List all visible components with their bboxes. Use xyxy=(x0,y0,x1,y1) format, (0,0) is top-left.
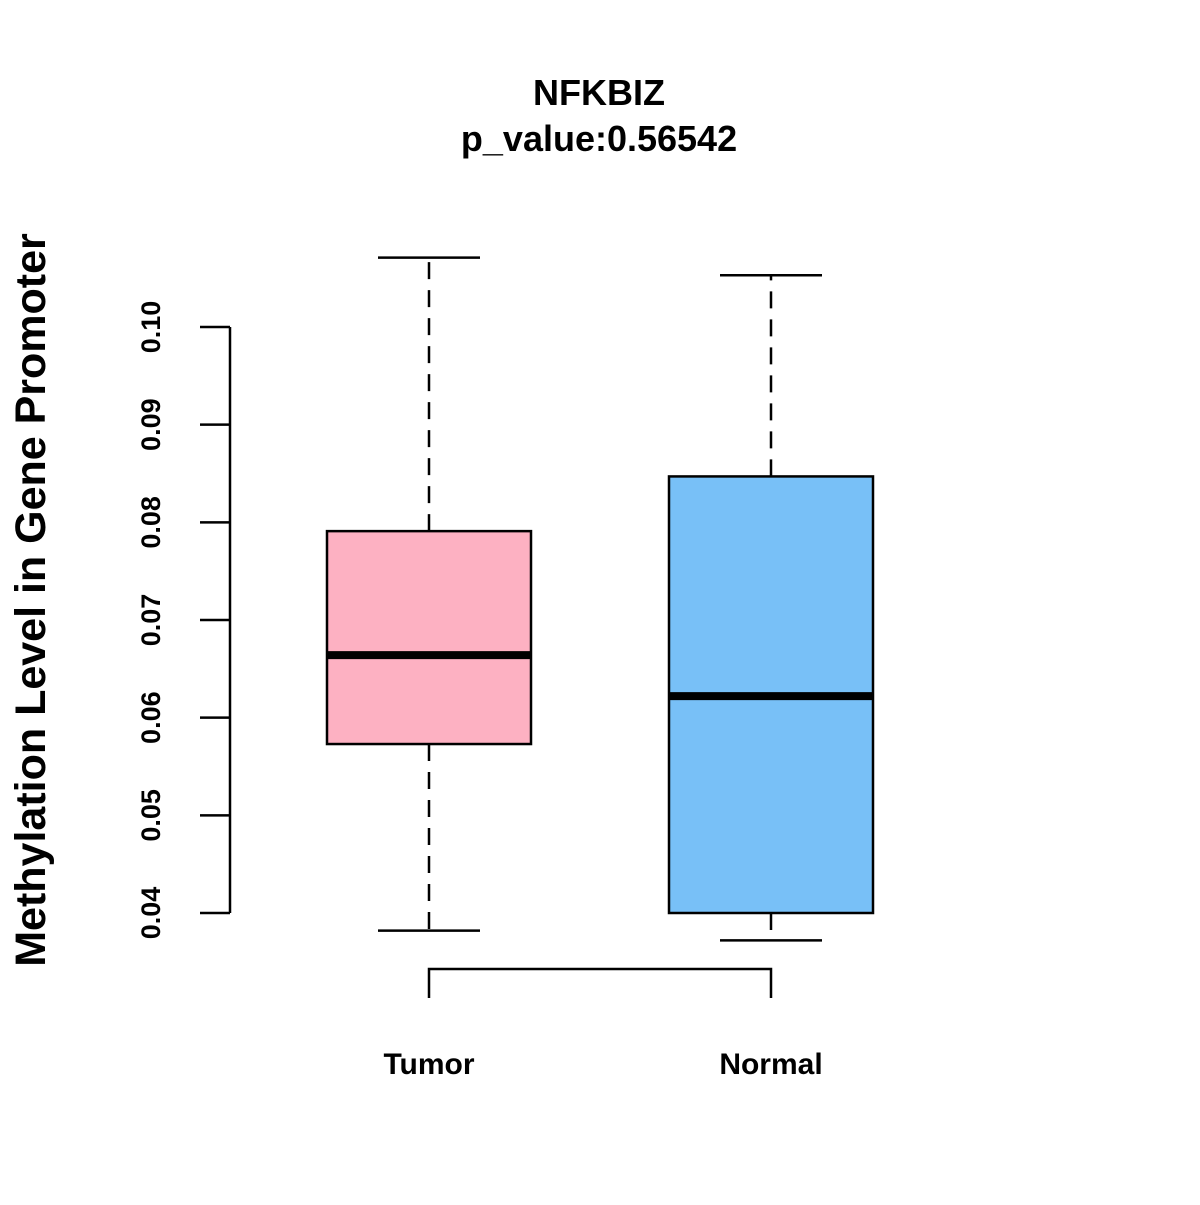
y-tick-label: 0.06 xyxy=(136,691,166,744)
x-tick-label-normal: Normal xyxy=(719,1048,822,1081)
x-axis-labels: Tumor Normal xyxy=(383,1048,822,1081)
y-tick-label: 0.08 xyxy=(136,496,166,549)
comparison-bracket xyxy=(427,967,773,998)
y-tick-label: 0.05 xyxy=(136,789,166,842)
y-axis-label: Methylation Level in Gene Promoter xyxy=(7,233,55,967)
box-group xyxy=(325,256,875,942)
y-tick-label: 0.07 xyxy=(136,594,166,647)
chart-subtitle: p_value:0.56542 xyxy=(461,118,737,159)
y-tick-label: 0.09 xyxy=(136,398,166,451)
box-tumor xyxy=(325,529,533,746)
bracket-line xyxy=(427,967,773,998)
y-tick-label: 0.10 xyxy=(136,301,166,354)
y-tick-label: 0.04 xyxy=(136,887,166,940)
chart-title: NFKBIZ xyxy=(533,72,665,113)
x-tick-label-tumor: Tumor xyxy=(383,1048,474,1081)
y-axis: 0.04 0.05 0.06 0.07 0.08 0.09 0.10 xyxy=(136,301,232,940)
